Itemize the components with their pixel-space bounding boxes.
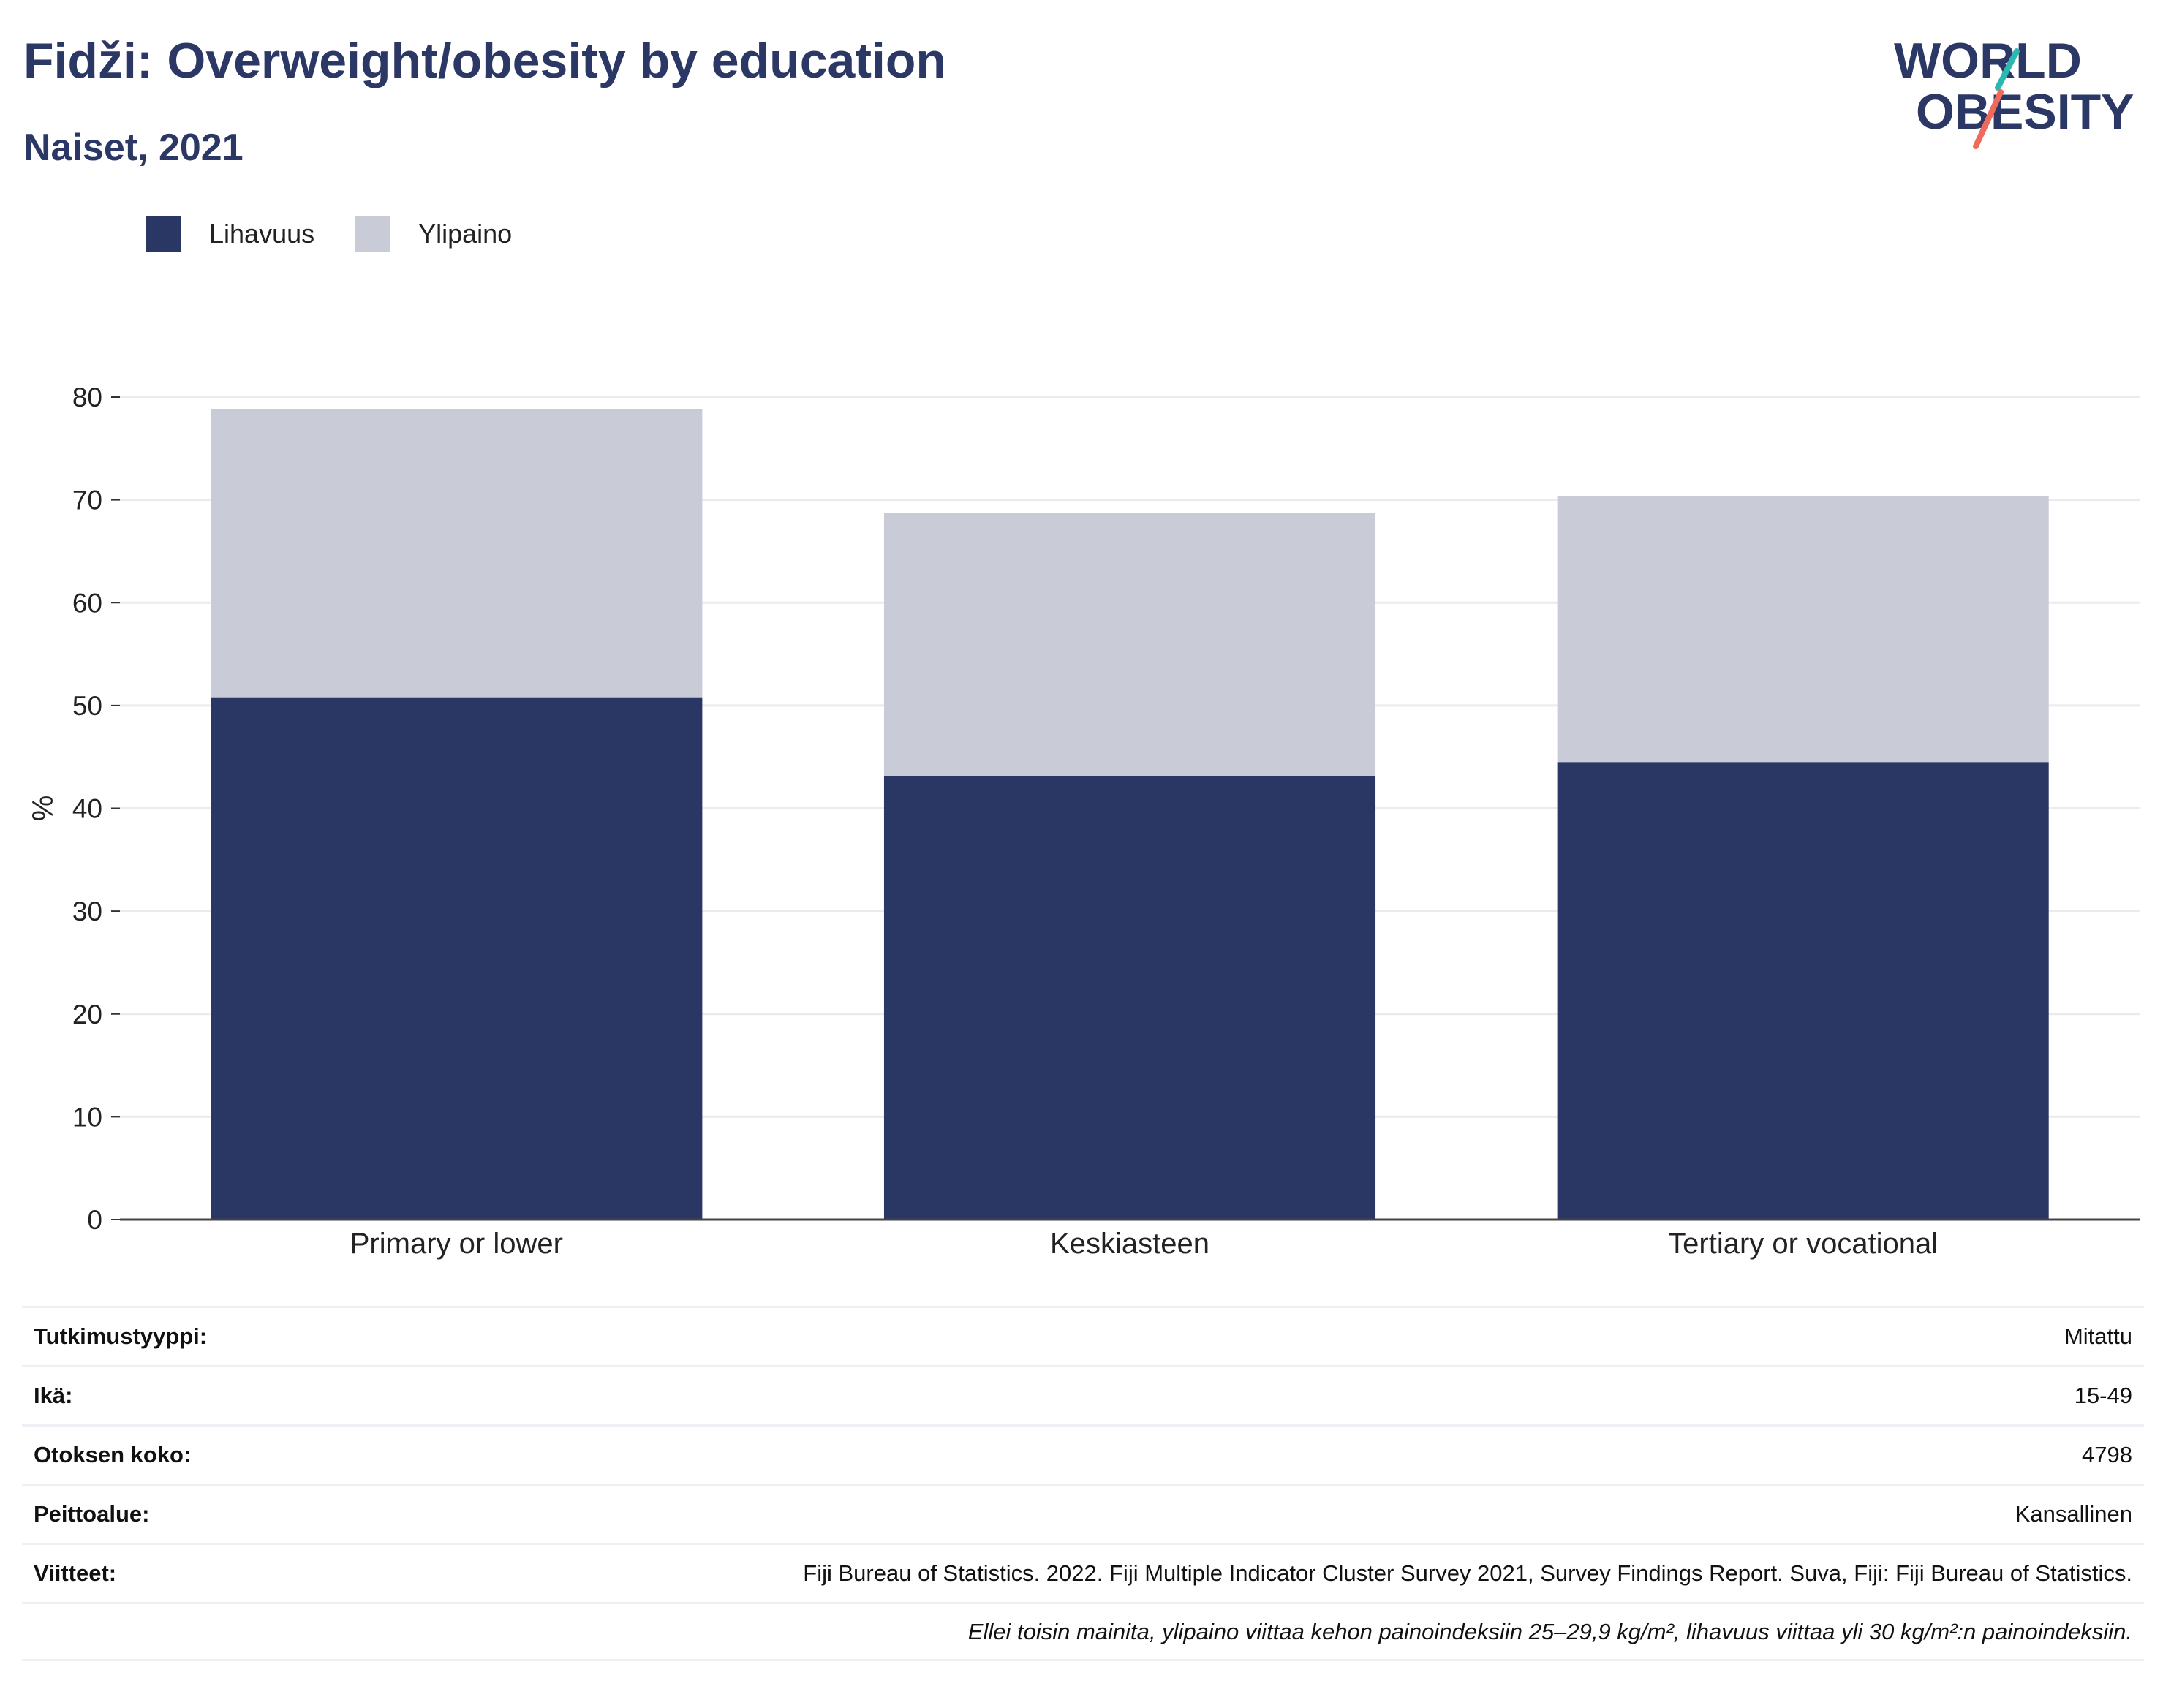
logo-slash-teal bbox=[1995, 48, 2020, 91]
world-obesity-logo: WORLD OBESITY bbox=[1894, 33, 2134, 149]
bar-overweight bbox=[883, 513, 1376, 776]
y-tick-label: 20 bbox=[72, 1000, 102, 1029]
metadata-key: Ikä: bbox=[34, 1383, 73, 1408]
bar-overweight bbox=[1557, 496, 2049, 763]
x-tick-label: Primary or lower bbox=[350, 1228, 563, 1260]
y-tick-label: 40 bbox=[72, 794, 102, 824]
metadata-row: Viitteet: Fiji Bureau of Statistics. 2022… bbox=[22, 1543, 2144, 1602]
definition-note: Ellei toisin mainita, ylipaino viittaa k… bbox=[22, 1602, 2144, 1661]
metadata-key: Viitteet: bbox=[34, 1560, 117, 1586]
bar-chart: 0 10 20 30 40 50 60 70 80% Primary or lower Keskia… bbox=[27, 382, 2140, 1260]
y-tick-label: 50 bbox=[72, 691, 102, 721]
metadata-row: Peittoalue: Kansallinen bbox=[22, 1484, 2144, 1543]
legend-swatch-overweight bbox=[355, 216, 391, 252]
legend-item-overweight[interactable]: Ylipaino bbox=[355, 216, 512, 252]
bar-obesity bbox=[1557, 762, 2049, 1220]
metadata-value: Fiji Bureau of Statistics. 2022. Fiji Mu… bbox=[803, 1560, 2132, 1586]
metadata-row: Tutkimustyyppi: Mitattu bbox=[22, 1306, 2144, 1365]
y-axis-label: % bbox=[27, 796, 59, 822]
y-tick-label: 80 bbox=[72, 382, 102, 412]
metadata-row: Ikä: 15-49 bbox=[22, 1365, 2144, 1424]
y-tick-label: 70 bbox=[72, 485, 102, 515]
chart-subtitle: Naiset, 2021 bbox=[23, 126, 244, 169]
y-tick-label: 10 bbox=[72, 1102, 102, 1132]
legend-swatch-obesity bbox=[146, 216, 181, 252]
bar-obesity bbox=[883, 776, 1376, 1220]
chart-title: Fidži: Overweight/obesity by education bbox=[23, 33, 946, 88]
legend-item-obesity[interactable]: Lihavuus bbox=[146, 216, 314, 252]
metadata-table: Tutkimustyyppi: Mitattu Ikä: 15-49 Otoksen k… bbox=[22, 1306, 2144, 1661]
metadata-row: Otoksen koko: 4798 bbox=[22, 1424, 2144, 1484]
x-tick-label: Tertiary or vocational bbox=[1668, 1228, 1938, 1260]
logo-line-world: WORLD bbox=[1894, 33, 2082, 88]
logo-slash-coral bbox=[1973, 89, 2004, 149]
bar-obesity bbox=[211, 697, 703, 1220]
metadata-value: Mitattu bbox=[2064, 1323, 2132, 1349]
metadata-value: 4798 bbox=[2082, 1442, 2132, 1467]
y-tick-label: 0 bbox=[87, 1205, 102, 1235]
chart-legend: Lihavuus Ylipaino bbox=[146, 216, 553, 252]
metadata-key: Peittoalue: bbox=[34, 1501, 150, 1527]
metadata-value: Kansallinen bbox=[2015, 1501, 2132, 1527]
metadata-key: Tutkimustyyppi: bbox=[34, 1323, 208, 1349]
y-tick-label: 30 bbox=[72, 896, 102, 926]
bar-overweight bbox=[211, 409, 703, 698]
y-tick-label: 60 bbox=[72, 588, 102, 618]
x-tick-label: Keskiasteen bbox=[1050, 1228, 1209, 1260]
logo-line-obesity: OBESITY bbox=[1916, 84, 2134, 140]
metadata-value: 15-49 bbox=[2074, 1383, 2132, 1408]
legend-label-obesity: Lihavuus bbox=[209, 219, 315, 249]
metadata-key: Otoksen koko: bbox=[34, 1442, 192, 1467]
legend-label-overweight: Ylipaino bbox=[418, 219, 513, 249]
